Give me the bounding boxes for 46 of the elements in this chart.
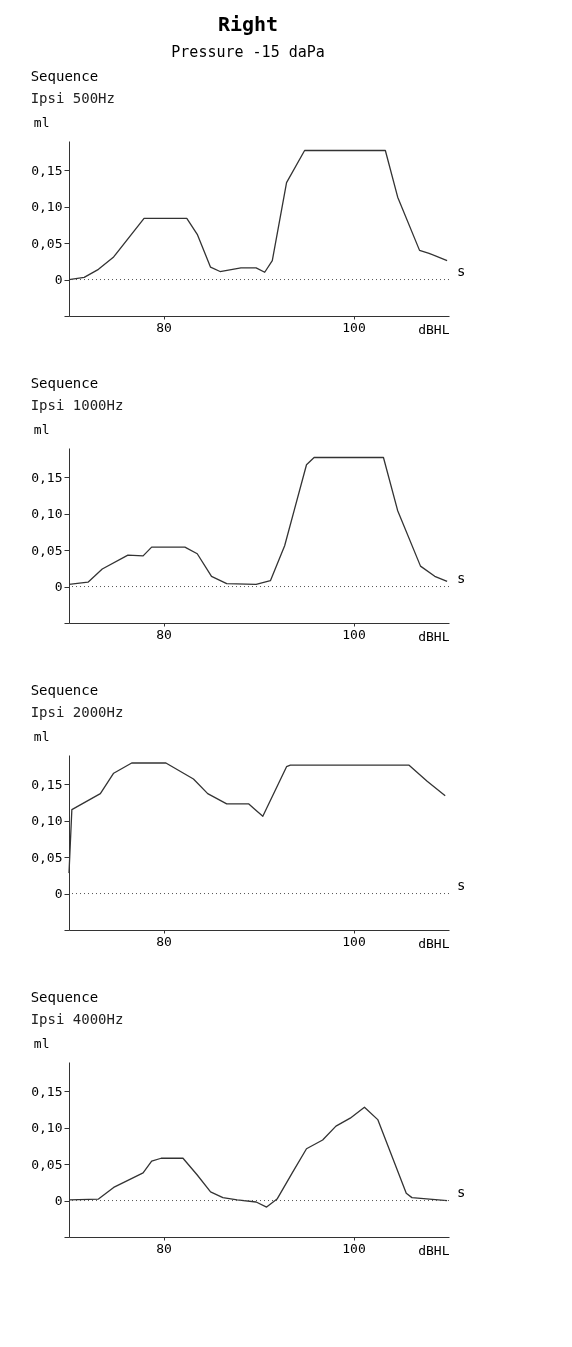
text: Right <box>217 12 279 36</box>
text: s <box>457 1183 466 1200</box>
text: s <box>457 876 466 893</box>
x-tick-label: 80 <box>156 627 172 642</box>
y-tick-label: 0,10 <box>31 506 63 522</box>
chart-title: Sequence <box>30 989 99 1005</box>
y-axis-title: ml <box>33 114 50 130</box>
y-tick-label: 0 <box>54 886 63 902</box>
y-tick-label: 0,10 <box>31 813 63 829</box>
y-tick-label: 0,10 <box>31 199 63 215</box>
y-tick-label: 0 <box>54 1193 63 1209</box>
chart-subtitle: Ipsi 500Hz <box>30 90 115 106</box>
x-tick-label: 100 <box>342 1241 366 1256</box>
y-tick-label: 0,15 <box>31 469 63 485</box>
text: s <box>457 569 466 586</box>
y-axis-title: ml <box>33 421 50 437</box>
text: Pressure -15 daPa <box>171 43 325 61</box>
y-tick-label: 0,05 <box>31 542 63 558</box>
x-tick-label: 100 <box>342 627 366 642</box>
x-axis-title: dBHL <box>418 936 450 951</box>
y-axis-title: ml <box>33 728 50 744</box>
y-tick-label: 0,15 <box>31 162 63 178</box>
y-tick-label: 0,05 <box>31 235 63 251</box>
chart-subtitle: Ipsi 2000Hz <box>30 704 124 720</box>
x-tick-label: 100 <box>342 320 366 335</box>
y-tick-label: 0,15 <box>31 776 63 792</box>
y-tick-label: 0 <box>54 579 63 595</box>
y-tick-label: 0,15 <box>31 1083 63 1099</box>
chart-subtitle: Ipsi 4000Hz <box>30 1011 124 1027</box>
chart-title: Sequence <box>30 375 99 391</box>
y-tick-label: 0,05 <box>31 1156 63 1172</box>
y-tick-label: 0 <box>54 272 63 288</box>
y-tick-label: 0,05 <box>31 849 63 865</box>
x-axis-title: dBHL <box>418 322 450 337</box>
x-tick-label: 80 <box>156 934 172 949</box>
x-tick-label: 100 <box>342 934 366 949</box>
x-tick-label: 80 <box>156 1241 172 1256</box>
chart-title: Sequence <box>30 68 99 84</box>
text: s <box>457 262 466 279</box>
x-tick-label: 80 <box>156 320 172 335</box>
y-tick-label: 0,10 <box>31 1120 63 1136</box>
x-axis-title: dBHL <box>418 629 450 644</box>
y-axis-title: ml <box>33 1035 50 1051</box>
x-axis-title: dBHL <box>418 1243 450 1258</box>
chart-subtitle: Ipsi 1000Hz <box>30 397 124 413</box>
chart-title: Sequence <box>30 682 99 698</box>
